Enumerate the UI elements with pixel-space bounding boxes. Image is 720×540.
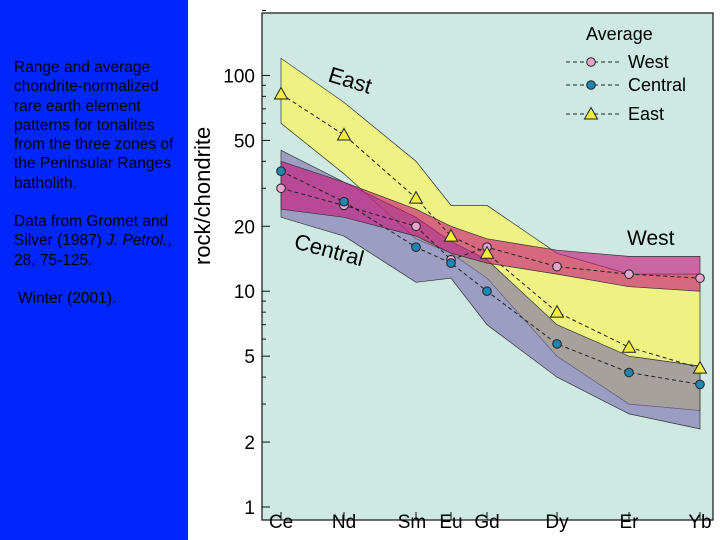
east-marker <box>621 339 637 353</box>
caption-credit: Winter (2001). <box>18 289 117 307</box>
slide-caption: Range and average chondrite-normalized r… <box>14 58 179 327</box>
x-tick-label-dy: Dy <box>545 512 569 533</box>
axes: 1 2 5 10 20 50 100 Ce Nd Sm Eu Gd Dy Er Yb <box>223 10 712 533</box>
x-tick-label-yb: Yb <box>688 512 711 533</box>
x-tick-label-nd: Nd <box>332 512 356 533</box>
legend: Average West Central East <box>566 24 686 124</box>
east-marker <box>273 86 289 100</box>
average-lines <box>280 93 701 385</box>
legend-marker-central <box>586 80 596 90</box>
central-marker <box>339 196 349 207</box>
central-marker <box>482 286 492 297</box>
west-marker <box>552 261 562 272</box>
citation-prefix: Data from Gromet and Silver (1987) <box>14 213 169 250</box>
average-markers <box>273 86 708 390</box>
average-line-central <box>280 170 701 385</box>
east-marker <box>336 127 352 141</box>
caption-citation: Data from Gromet and Silver (1987) J. Pe… <box>14 212 179 270</box>
legend-marker-west <box>586 57 596 67</box>
west-marker <box>411 221 421 232</box>
y-tick-label: 50 <box>234 131 255 152</box>
caption-description: Range and average chondrite-normalized r… <box>14 59 174 192</box>
east-marker <box>479 245 495 259</box>
citation-suffix: , 28, 75-125. <box>14 232 172 269</box>
x-tick-label-sm: Sm <box>398 512 427 533</box>
y-axis-label-text: rock/chondrite <box>190 126 215 265</box>
y-tick-label: 10 <box>234 282 255 303</box>
central-marker <box>552 339 562 349</box>
y-axis-label: rock/chondrite <box>190 127 216 265</box>
x-tick-label-ce: Ce <box>269 512 293 533</box>
legend-label-central: Central <box>628 75 686 95</box>
y-tick-label: 2 <box>244 433 255 454</box>
legend-title: Average <box>586 24 653 44</box>
central-marker <box>695 379 705 390</box>
average-line-east <box>280 93 701 369</box>
citation-journal: J. Petrol. <box>106 232 168 250</box>
y-tick-label: 1 <box>244 498 255 519</box>
range-field-west <box>280 160 701 292</box>
y-tick-label: 20 <box>234 217 255 238</box>
east-marker <box>443 228 459 242</box>
legend-marker-east <box>583 106 599 120</box>
west-marker <box>276 183 286 194</box>
west-marker <box>695 273 705 283</box>
east-marker <box>692 360 708 374</box>
legend-label-west: West <box>628 52 669 72</box>
east-marker <box>408 190 424 204</box>
annotation-west: West <box>627 227 675 250</box>
central-marker <box>276 166 286 176</box>
central-marker <box>624 367 634 378</box>
x-tick-label-gd: Gd <box>474 512 499 533</box>
y-tick-label: 5 <box>244 347 255 368</box>
y-tick-label: 100 <box>223 66 255 87</box>
central-marker <box>446 258 456 268</box>
east-marker <box>549 304 565 318</box>
central-marker <box>411 242 421 252</box>
x-tick-label-er: Er <box>620 512 640 533</box>
legend-label-east: East <box>628 104 664 124</box>
west-marker <box>624 269 634 279</box>
x-tick-label-eu: Eu <box>439 512 462 533</box>
average-line-west <box>280 187 701 279</box>
